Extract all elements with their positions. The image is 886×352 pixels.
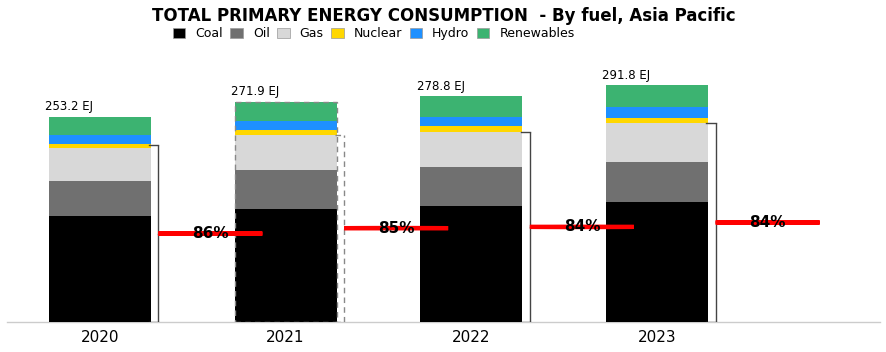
Bar: [49, 148, 151, 181]
Bar: [49, 216, 151, 322]
Bar: [234, 102, 337, 322]
Text: 86%: 86%: [192, 226, 229, 241]
Bar: [234, 121, 337, 130]
Text: 278.8 EJ: 278.8 EJ: [416, 80, 464, 93]
Bar: [420, 117, 522, 126]
Text: 84%: 84%: [749, 215, 785, 230]
Text: 271.9 EJ: 271.9 EJ: [230, 85, 279, 98]
Bar: [234, 130, 337, 135]
Bar: [234, 208, 337, 322]
Title: TOTAL PRIMARY ENERGY CONSUMPTION  - By fuel, Asia Pacific: TOTAL PRIMARY ENERGY CONSUMPTION - By fu…: [152, 7, 734, 25]
Bar: [605, 86, 707, 107]
Bar: [605, 107, 707, 118]
Bar: [605, 202, 707, 322]
Bar: [420, 96, 522, 117]
Bar: [605, 123, 707, 163]
Text: 291.8 EJ: 291.8 EJ: [602, 69, 649, 82]
Bar: [420, 167, 522, 206]
Bar: [234, 135, 337, 170]
Bar: [420, 126, 522, 132]
Bar: [420, 206, 522, 322]
Bar: [49, 117, 151, 135]
Bar: [49, 144, 151, 148]
Bar: [49, 135, 151, 144]
Text: 85%: 85%: [377, 221, 414, 235]
Bar: [49, 181, 151, 216]
Bar: [605, 163, 707, 202]
Bar: [234, 102, 337, 121]
Legend: Coal, Oil, Gas, Nuclear, Hydro, Renewables: Coal, Oil, Gas, Nuclear, Hydro, Renewabl…: [167, 22, 579, 45]
Bar: [420, 132, 522, 167]
Bar: [234, 170, 337, 208]
Text: 84%: 84%: [563, 219, 600, 234]
Bar: [605, 118, 707, 123]
Text: 253.2 EJ: 253.2 EJ: [45, 100, 93, 113]
